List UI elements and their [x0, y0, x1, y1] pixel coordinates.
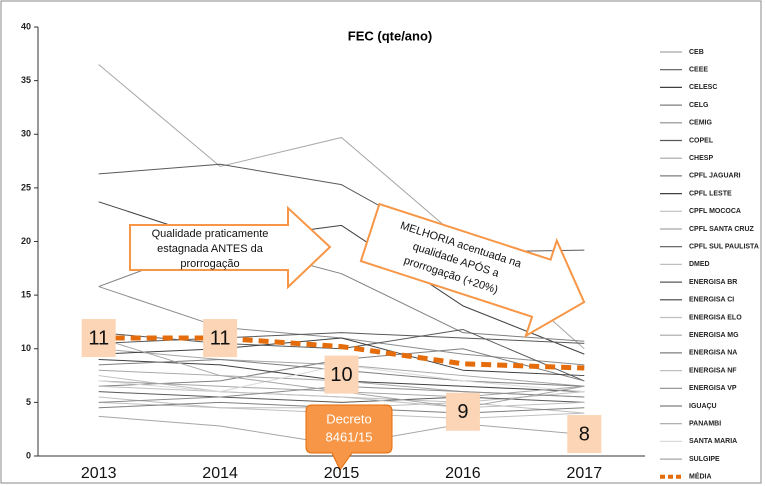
series-line	[98, 391, 585, 403]
series-line	[98, 385, 585, 409]
y-tick-label: 25	[21, 182, 31, 192]
x-tick-label: 2017	[567, 465, 603, 482]
x-tick-label: 2014	[202, 465, 238, 482]
y-tick-label: 15	[21, 290, 31, 300]
value-label: 9	[457, 401, 468, 423]
legend-label: COPEL	[689, 137, 714, 144]
value-label: 11	[88, 327, 109, 349]
value-label-box	[445, 392, 480, 431]
legend-label: MÉDIA	[689, 472, 712, 481]
legend-label: CEB	[689, 49, 704, 56]
overlay: 11 11 10 9 8	[81, 319, 602, 454]
legend-label: ENERGISA MG	[689, 332, 739, 339]
legend-label: SULGIPE	[689, 456, 720, 463]
legend-label: SANTA MARIA	[689, 438, 737, 445]
value-label-box	[567, 415, 602, 454]
legend-label: CEMIG	[689, 120, 713, 127]
legend-label: ENERGISA NA	[689, 350, 737, 357]
legend-label: CPFL SUL PAULISTA	[689, 244, 759, 251]
value-label: 10	[330, 364, 352, 386]
chart-title: FEC (qte/ano)	[348, 28, 433, 43]
legend-label: CELG	[689, 102, 709, 109]
average-line	[98, 335, 585, 371]
legend-label: ENERGISA VP	[689, 385, 737, 392]
legend-label: ENERGISA CI	[689, 297, 734, 304]
legend-label: CELESC	[689, 84, 717, 91]
y-tick-label: 30	[21, 129, 31, 139]
x-tick-label: 2016	[445, 465, 481, 482]
legend-label: CEEE	[689, 67, 708, 74]
legend-label: ENERGISA ELO	[689, 314, 742, 321]
y-tick-label: 5	[26, 397, 31, 407]
y-tick-label: 10	[21, 343, 31, 353]
y-tick-label: 35	[21, 75, 31, 85]
value-label-box	[203, 319, 238, 358]
legend-label: CPFL LESTE	[689, 190, 732, 197]
arrow-shape	[129, 205, 332, 290]
series-line	[98, 337, 585, 377]
legend-label: CHESP	[689, 155, 713, 162]
annotation-line: estagnada ANTES da	[157, 243, 264, 255]
arrow-before: Qualidade praticamente estagnada ANTES d…	[129, 205, 332, 290]
annotation-line: prorrogação	[180, 258, 239, 270]
value-label-box	[324, 355, 359, 394]
legend-label: IGUAÇU	[689, 403, 717, 410]
arrow-after: MELHORIA acentuada na qualidade APÓS a p…	[359, 202, 586, 338]
annotation-line: Decreto	[326, 411, 372, 426]
legend-label: CPFL MOCOCA	[689, 208, 741, 215]
legend-label: ENERGISA BR	[689, 279, 737, 286]
annotation-line: 8461/15	[326, 429, 373, 444]
value-label: 11	[210, 327, 231, 349]
callout-shape	[305, 404, 393, 471]
legend-label: CPFL SANTA CRUZ	[689, 226, 755, 233]
value-label: 8	[579, 423, 590, 445]
legend-label: CPFL JAGUARI	[689, 173, 741, 180]
legend-label: ENERGISA NF	[689, 367, 737, 374]
x-tick-label: 2015	[324, 465, 360, 482]
legend-label: PANAMBI	[689, 421, 721, 428]
y-tick-label: 0	[26, 450, 31, 460]
decree-callout: Decreto 8461/15	[305, 404, 393, 471]
value-label-box	[81, 319, 116, 358]
y-tick-label: 40	[21, 21, 31, 31]
legend-label: DMED	[689, 261, 710, 268]
x-tick-label: 2013	[81, 465, 117, 482]
y-tick-label: 20	[21, 236, 31, 246]
annotation-line: Qualidade praticamente	[152, 228, 269, 240]
arrow-shape	[359, 202, 586, 338]
